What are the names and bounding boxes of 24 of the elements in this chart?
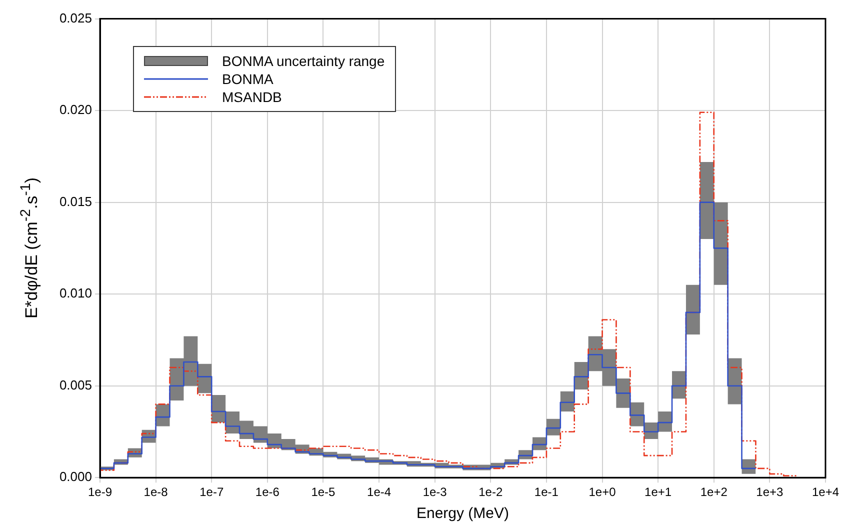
legend-label: BONMA: [222, 70, 274, 88]
x-axis-title: Energy (MeV): [416, 505, 510, 522]
x-tick-label: 1e+1: [644, 485, 672, 500]
y-tick-label: 0.005: [59, 377, 92, 392]
x-tick-label: 1e-4: [367, 485, 392, 500]
x-tick-label: 1e+0: [588, 485, 616, 500]
y-tick-label: 0.025: [59, 10, 92, 26]
x-tick-label: 1e-1: [534, 485, 559, 500]
y-tick-label: 0.000: [59, 469, 92, 484]
y-tick-label: 0.020: [59, 102, 92, 118]
x-tick-label: 1e-6: [255, 485, 280, 500]
annotation: BONMA uncertainty range: [222, 52, 385, 70]
x-tick-label: 1e+3: [756, 485, 784, 500]
x-tick-label: 1e-7: [200, 485, 224, 500]
x-tick-label: 1e-3: [422, 485, 448, 500]
x-tick-label: 1e+2: [700, 485, 728, 500]
y-tick-label: 0.015: [59, 194, 92, 209]
x-tick-label: 1e-2: [478, 485, 503, 500]
legend-label: MSANDB: [222, 88, 282, 106]
x-tick-label: 1e+4: [812, 485, 840, 500]
x-tick-label: 1e-8: [144, 485, 168, 500]
x-tick-label: 1e-5: [311, 485, 336, 500]
x-tick-label: 1e-9: [88, 485, 112, 500]
y-tick-label: 0.010: [59, 286, 92, 301]
